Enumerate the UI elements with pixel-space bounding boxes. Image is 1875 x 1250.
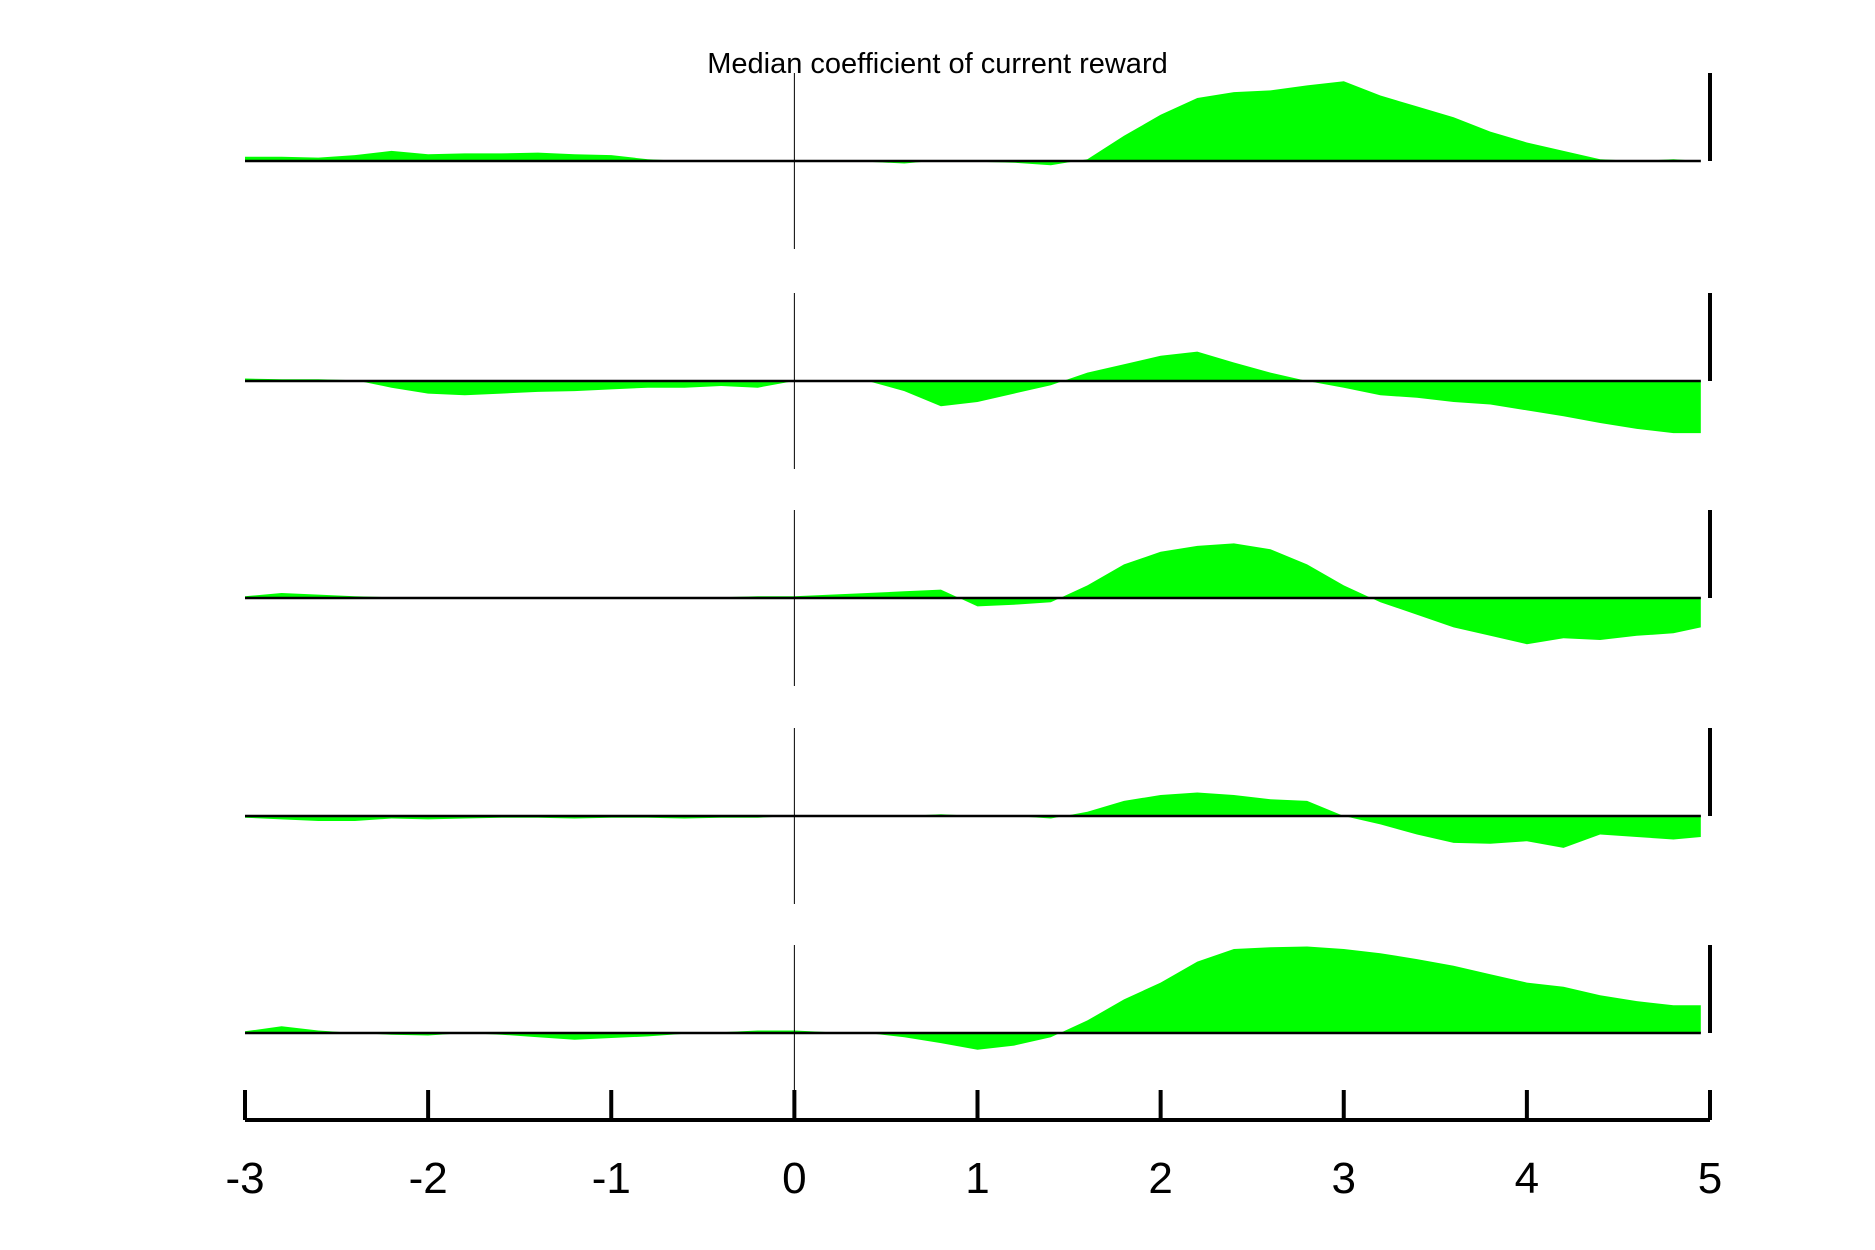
series-2-area <box>245 351 1701 434</box>
series-4-area <box>245 792 1701 848</box>
x-tick-label: 2 <box>1148 1154 1172 1203</box>
chart-title: Median coefficient of current reward <box>707 48 1168 80</box>
series-3-area <box>245 543 1701 645</box>
x-tick-label: 5 <box>1698 1154 1722 1203</box>
x-tick-label: -3 <box>225 1154 264 1203</box>
series-1-area <box>245 81 1701 166</box>
x-tick-label: -2 <box>409 1154 448 1203</box>
x-tick-label: -1 <box>592 1154 631 1203</box>
x-tick-label: 1 <box>965 1154 989 1203</box>
x-tick-label: 4 <box>1515 1154 1539 1203</box>
series-5-area <box>245 946 1701 1050</box>
x-tick-label: 3 <box>1332 1154 1356 1203</box>
x-tick-label: 0 <box>782 1154 806 1203</box>
